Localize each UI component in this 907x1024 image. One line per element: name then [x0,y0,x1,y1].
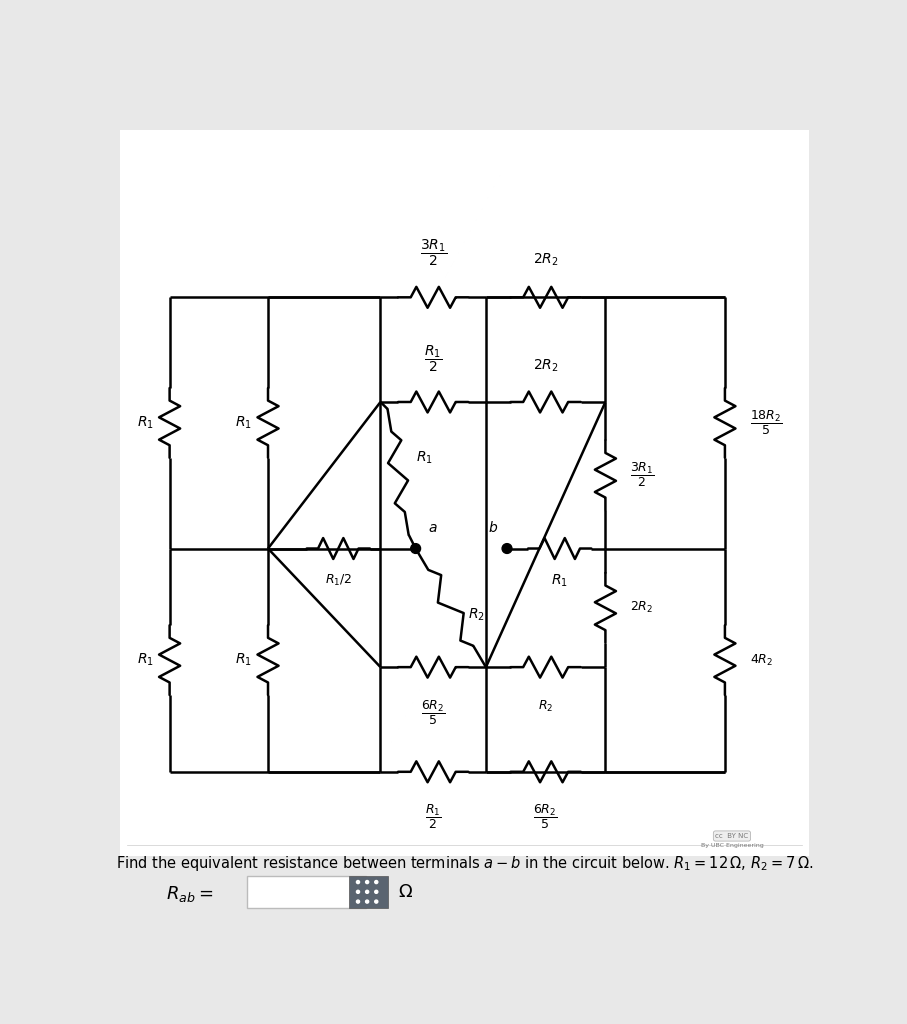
Text: $R_1$: $R_1$ [137,652,153,669]
Circle shape [356,900,359,903]
Circle shape [411,544,421,553]
Text: $\dfrac{R_1}{2}$: $\dfrac{R_1}{2}$ [424,343,443,374]
Text: $b$: $b$ [489,519,499,535]
Text: $R_1$: $R_1$ [235,652,252,669]
Text: $R_{ab} =$: $R_{ab} =$ [166,884,213,904]
Circle shape [356,890,359,893]
Text: $\dfrac{R_1}{2}$: $\dfrac{R_1}{2}$ [424,803,442,831]
Circle shape [366,881,368,884]
Circle shape [366,900,368,903]
Text: $\dfrac{18R_2}{5}$: $\dfrac{18R_2}{5}$ [749,409,782,437]
Text: $\dfrac{3R_1}{2}$: $\dfrac{3R_1}{2}$ [420,238,447,268]
Text: $a$: $a$ [428,520,438,535]
Text: $R_1/2$: $R_1/2$ [325,573,352,588]
Text: $R_2$: $R_2$ [468,606,485,623]
Text: $R_1$: $R_1$ [551,573,568,590]
Text: $\dfrac{6R_2}{5}$: $\dfrac{6R_2}{5}$ [421,698,445,727]
Circle shape [375,881,378,884]
Text: $4R_2$: $4R_2$ [749,652,773,668]
Text: $R_2$: $R_2$ [538,698,553,714]
Circle shape [502,544,512,553]
Circle shape [366,890,368,893]
Text: $R_1$: $R_1$ [415,450,433,466]
Circle shape [375,900,378,903]
FancyBboxPatch shape [247,877,366,908]
Text: $\Omega$: $\Omega$ [398,883,413,901]
FancyBboxPatch shape [121,130,809,855]
Text: Find the equivalent resistance between terminals $a - b$ in the circuit below. $: Find the equivalent resistance between t… [116,854,814,873]
Circle shape [356,881,359,884]
Text: cc  BY NC: cc BY NC [716,833,748,839]
FancyBboxPatch shape [349,877,387,908]
Text: $\dfrac{6R_2}{5}$: $\dfrac{6R_2}{5}$ [533,803,558,831]
Text: $2R_2$: $2R_2$ [532,357,559,374]
Text: $\dfrac{3R_1}{2}$: $\dfrac{3R_1}{2}$ [630,461,655,489]
Text: $R_1$: $R_1$ [235,415,252,431]
Text: $2R_2$: $2R_2$ [532,252,559,268]
Text: $2R_2$: $2R_2$ [630,600,653,615]
Text: By UBC Engineering: By UBC Engineering [700,843,764,848]
Text: $R_1$: $R_1$ [137,415,153,431]
Circle shape [375,890,378,893]
